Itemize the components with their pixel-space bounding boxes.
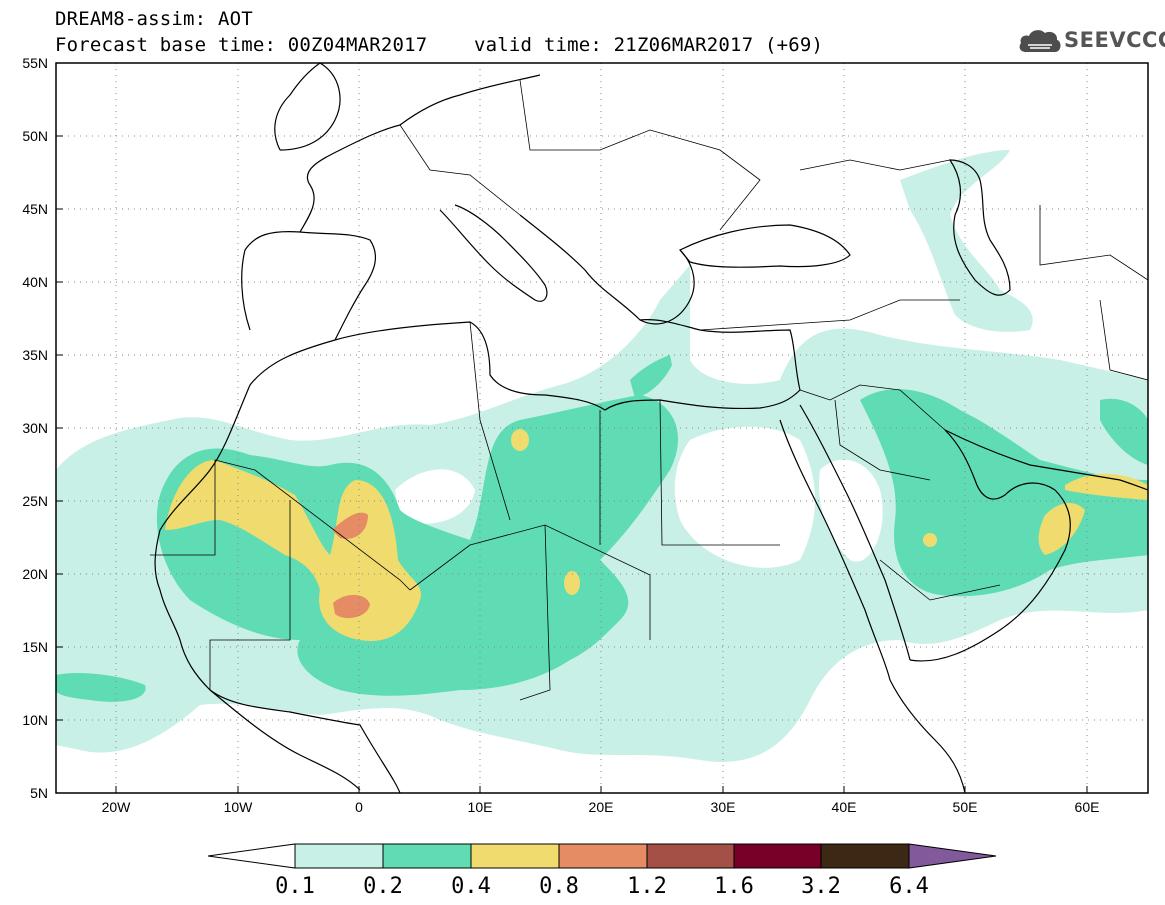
lat-label: 50N <box>22 128 48 144</box>
aot-clear-egypt <box>674 426 815 568</box>
aot-level-0.2-west-coast <box>56 673 146 702</box>
colorbar-swatch <box>294 843 384 869</box>
aot-level-0.4-spot2 <box>564 571 580 595</box>
axis-ticks <box>56 135 1088 793</box>
lat-label: 45N <box>22 201 48 217</box>
lat-label: 55N <box>22 55 48 71</box>
lon-label: 50E <box>953 799 978 815</box>
lat-label: 20N <box>22 566 48 582</box>
lon-labels: 20W 10W 0 10E 20E 30E 40E 50E 60E <box>102 799 1100 815</box>
lon-label: 40E <box>832 799 857 815</box>
colorbar-swatch <box>382 843 472 869</box>
chart-title: DREAM8-assim: AOT <box>55 8 253 30</box>
colorbar-label: 1.2 <box>627 874 667 899</box>
cloud-icon <box>1019 30 1061 52</box>
aot-clear-sahara <box>395 469 475 524</box>
seevccc-logo: SEEVCCC <box>1018 28 1165 54</box>
colorbar-label: 0.1 <box>275 874 315 899</box>
colorbar-swatch <box>733 843 822 869</box>
colorbar-label: 0.4 <box>451 874 491 899</box>
colorbar-label: 6.4 <box>889 874 929 899</box>
colorbar-label: 0.8 <box>539 874 579 899</box>
colorbar-swatch <box>820 843 910 869</box>
country-borders <box>150 79 1148 701</box>
lat-label: 5N <box>30 785 48 801</box>
lon-label: 30E <box>711 799 736 815</box>
lon-label: 0 <box>355 799 363 815</box>
colorbar: 0.1 0.2 0.4 0.8 1.2 1.6 3.2 6.4 <box>207 843 997 899</box>
aot-level-0.4-iran <box>1065 473 1148 500</box>
colorbar-label: 0.2 <box>363 874 403 899</box>
lat-label: 15N <box>22 639 48 655</box>
aot-level-0.4-oman <box>1038 503 1085 555</box>
lon-label: 20E <box>589 799 614 815</box>
aot-level-0.4-spot1 <box>511 429 529 451</box>
lon-label: 20W <box>102 799 132 815</box>
aot-level-0.2-iran <box>1100 398 1148 465</box>
gridlines <box>56 63 1148 793</box>
lat-label: 30N <box>22 420 48 436</box>
aot-level-0.1-caspian <box>900 150 1033 332</box>
lat-label: 35N <box>22 347 48 363</box>
coastlines <box>154 63 1148 793</box>
aot-level-0.8-b <box>333 594 370 619</box>
lon-label: 10W <box>224 799 254 815</box>
aot-level-0.4-spot3 <box>923 533 937 547</box>
colorbar-swatch <box>558 843 648 869</box>
lat-labels: 55N 50N 45N 40N 35N 30N 25N 20N 15N 10N … <box>22 55 48 801</box>
lat-label: 25N <box>22 493 48 509</box>
colorbar-swatch <box>646 843 735 869</box>
colorbar-over-arrow <box>908 843 997 869</box>
lon-label: 60E <box>1075 799 1100 815</box>
aot-level-0.2-egypt-arm <box>630 355 672 398</box>
lat-label: 10N <box>22 712 48 728</box>
colorbar-under-arrow <box>207 843 296 869</box>
chart-subtitle: Forecast base time: 00Z04MAR2017 valid t… <box>55 34 824 56</box>
lon-label: 10E <box>468 799 493 815</box>
lat-label: 40N <box>22 274 48 290</box>
logo-text: SEEVCCC <box>1064 28 1165 52</box>
colorbar-swatch <box>470 843 560 869</box>
colorbar-label: 1.6 <box>714 874 754 899</box>
colorbar-label: 3.2 <box>801 874 841 899</box>
